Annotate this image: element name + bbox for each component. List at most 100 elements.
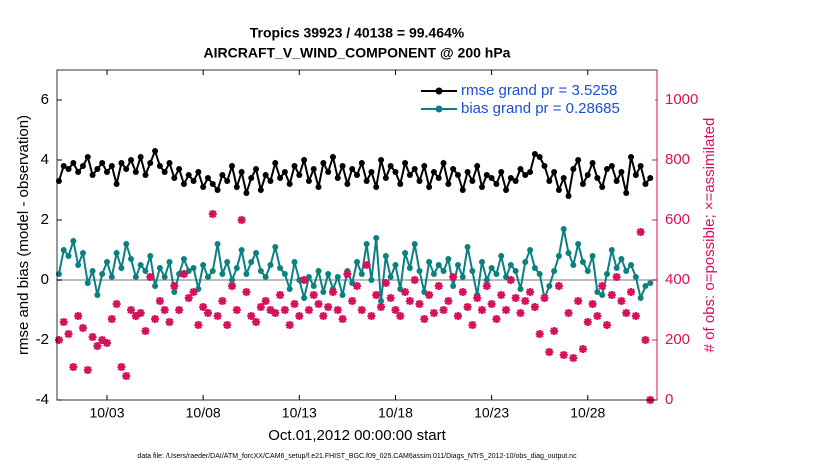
obs-marker	[146, 273, 155, 281]
marker	[253, 250, 260, 256]
obs-marker	[631, 312, 640, 320]
marker	[363, 178, 370, 184]
marker	[522, 172, 529, 178]
obs-marker	[473, 294, 482, 302]
obs-marker	[405, 297, 414, 305]
obs-marker	[208, 210, 217, 218]
marker	[546, 283, 553, 289]
obs-marker	[559, 351, 568, 359]
marker	[99, 160, 106, 166]
marker	[262, 172, 269, 178]
marker	[584, 268, 591, 274]
footnote: data file: /Users/raeder/DAI/ATM_forcXX/…	[137, 453, 577, 460]
marker	[277, 175, 284, 181]
obs-marker	[112, 300, 121, 308]
marker	[488, 175, 495, 181]
marker	[291, 259, 298, 265]
marker	[286, 286, 293, 292]
obs-marker	[478, 306, 486, 314]
obs-marker	[261, 297, 270, 305]
obs-marker	[54, 336, 63, 344]
marker	[209, 181, 216, 187]
obs-marker	[449, 273, 458, 281]
marker	[507, 262, 514, 268]
obs-marker	[98, 336, 107, 344]
marker	[450, 283, 457, 289]
marker	[373, 235, 380, 241]
marker	[185, 172, 192, 178]
marker	[483, 172, 490, 178]
marker	[411, 166, 418, 172]
marker	[450, 166, 457, 172]
obs-marker	[295, 312, 304, 320]
marker	[171, 289, 178, 295]
obs-marker	[242, 288, 251, 296]
marker	[575, 157, 582, 163]
marker	[267, 178, 274, 184]
obs-marker	[603, 321, 611, 329]
obs-marker	[434, 282, 443, 290]
marker	[229, 163, 235, 169]
obs-marker	[521, 297, 530, 305]
obs-marker	[612, 273, 621, 281]
marker	[608, 163, 615, 169]
obs-marker	[83, 366, 92, 374]
obs-marker	[252, 318, 261, 326]
obs-marker	[271, 309, 280, 317]
marker	[320, 160, 327, 166]
marker	[286, 181, 293, 187]
marker	[445, 181, 452, 187]
obs-marker	[410, 276, 419, 284]
obs-marker	[516, 309, 525, 317]
marker	[560, 175, 567, 181]
marker	[339, 163, 346, 169]
x-tick-label: 10/08	[186, 405, 221, 421]
obs-marker	[131, 312, 140, 320]
obs-marker	[415, 300, 424, 308]
marker	[315, 184, 322, 190]
marker	[257, 187, 264, 193]
marker	[608, 247, 615, 253]
marker	[132, 169, 139, 175]
legend-box	[417, 80, 655, 120]
marker	[190, 265, 197, 271]
marker	[618, 169, 625, 175]
marker	[70, 160, 77, 166]
marker	[257, 268, 264, 274]
y-tick-label: 2	[41, 211, 49, 228]
marker	[214, 187, 221, 193]
marker	[575, 241, 582, 247]
obs-marker	[401, 288, 410, 296]
marker	[479, 259, 485, 265]
obs-marker	[328, 288, 337, 296]
marker	[108, 274, 115, 280]
x-tick-label: 10/13	[282, 405, 317, 421]
marker	[200, 262, 207, 268]
marker	[440, 268, 447, 274]
obs-marker	[333, 306, 342, 314]
obs-marker	[540, 294, 549, 302]
marker	[354, 259, 360, 265]
marker	[589, 160, 596, 166]
marker	[536, 154, 543, 160]
marker	[378, 298, 385, 304]
obs-marker	[93, 342, 102, 350]
obs-marker	[285, 321, 294, 329]
marker	[233, 184, 240, 190]
obs-marker	[377, 303, 386, 311]
y2-tick-label: 200	[665, 331, 690, 348]
obs-marker	[607, 291, 616, 299]
marker	[166, 259, 173, 265]
marker	[147, 253, 154, 259]
marker	[354, 172, 360, 178]
obs-marker	[622, 309, 631, 317]
obs-marker	[300, 276, 309, 284]
obs-marker	[487, 300, 496, 308]
marker	[238, 247, 245, 253]
marker	[301, 295, 308, 301]
marker	[402, 160, 409, 166]
marker	[555, 253, 562, 259]
obs-marker	[64, 330, 73, 338]
marker	[281, 169, 288, 175]
